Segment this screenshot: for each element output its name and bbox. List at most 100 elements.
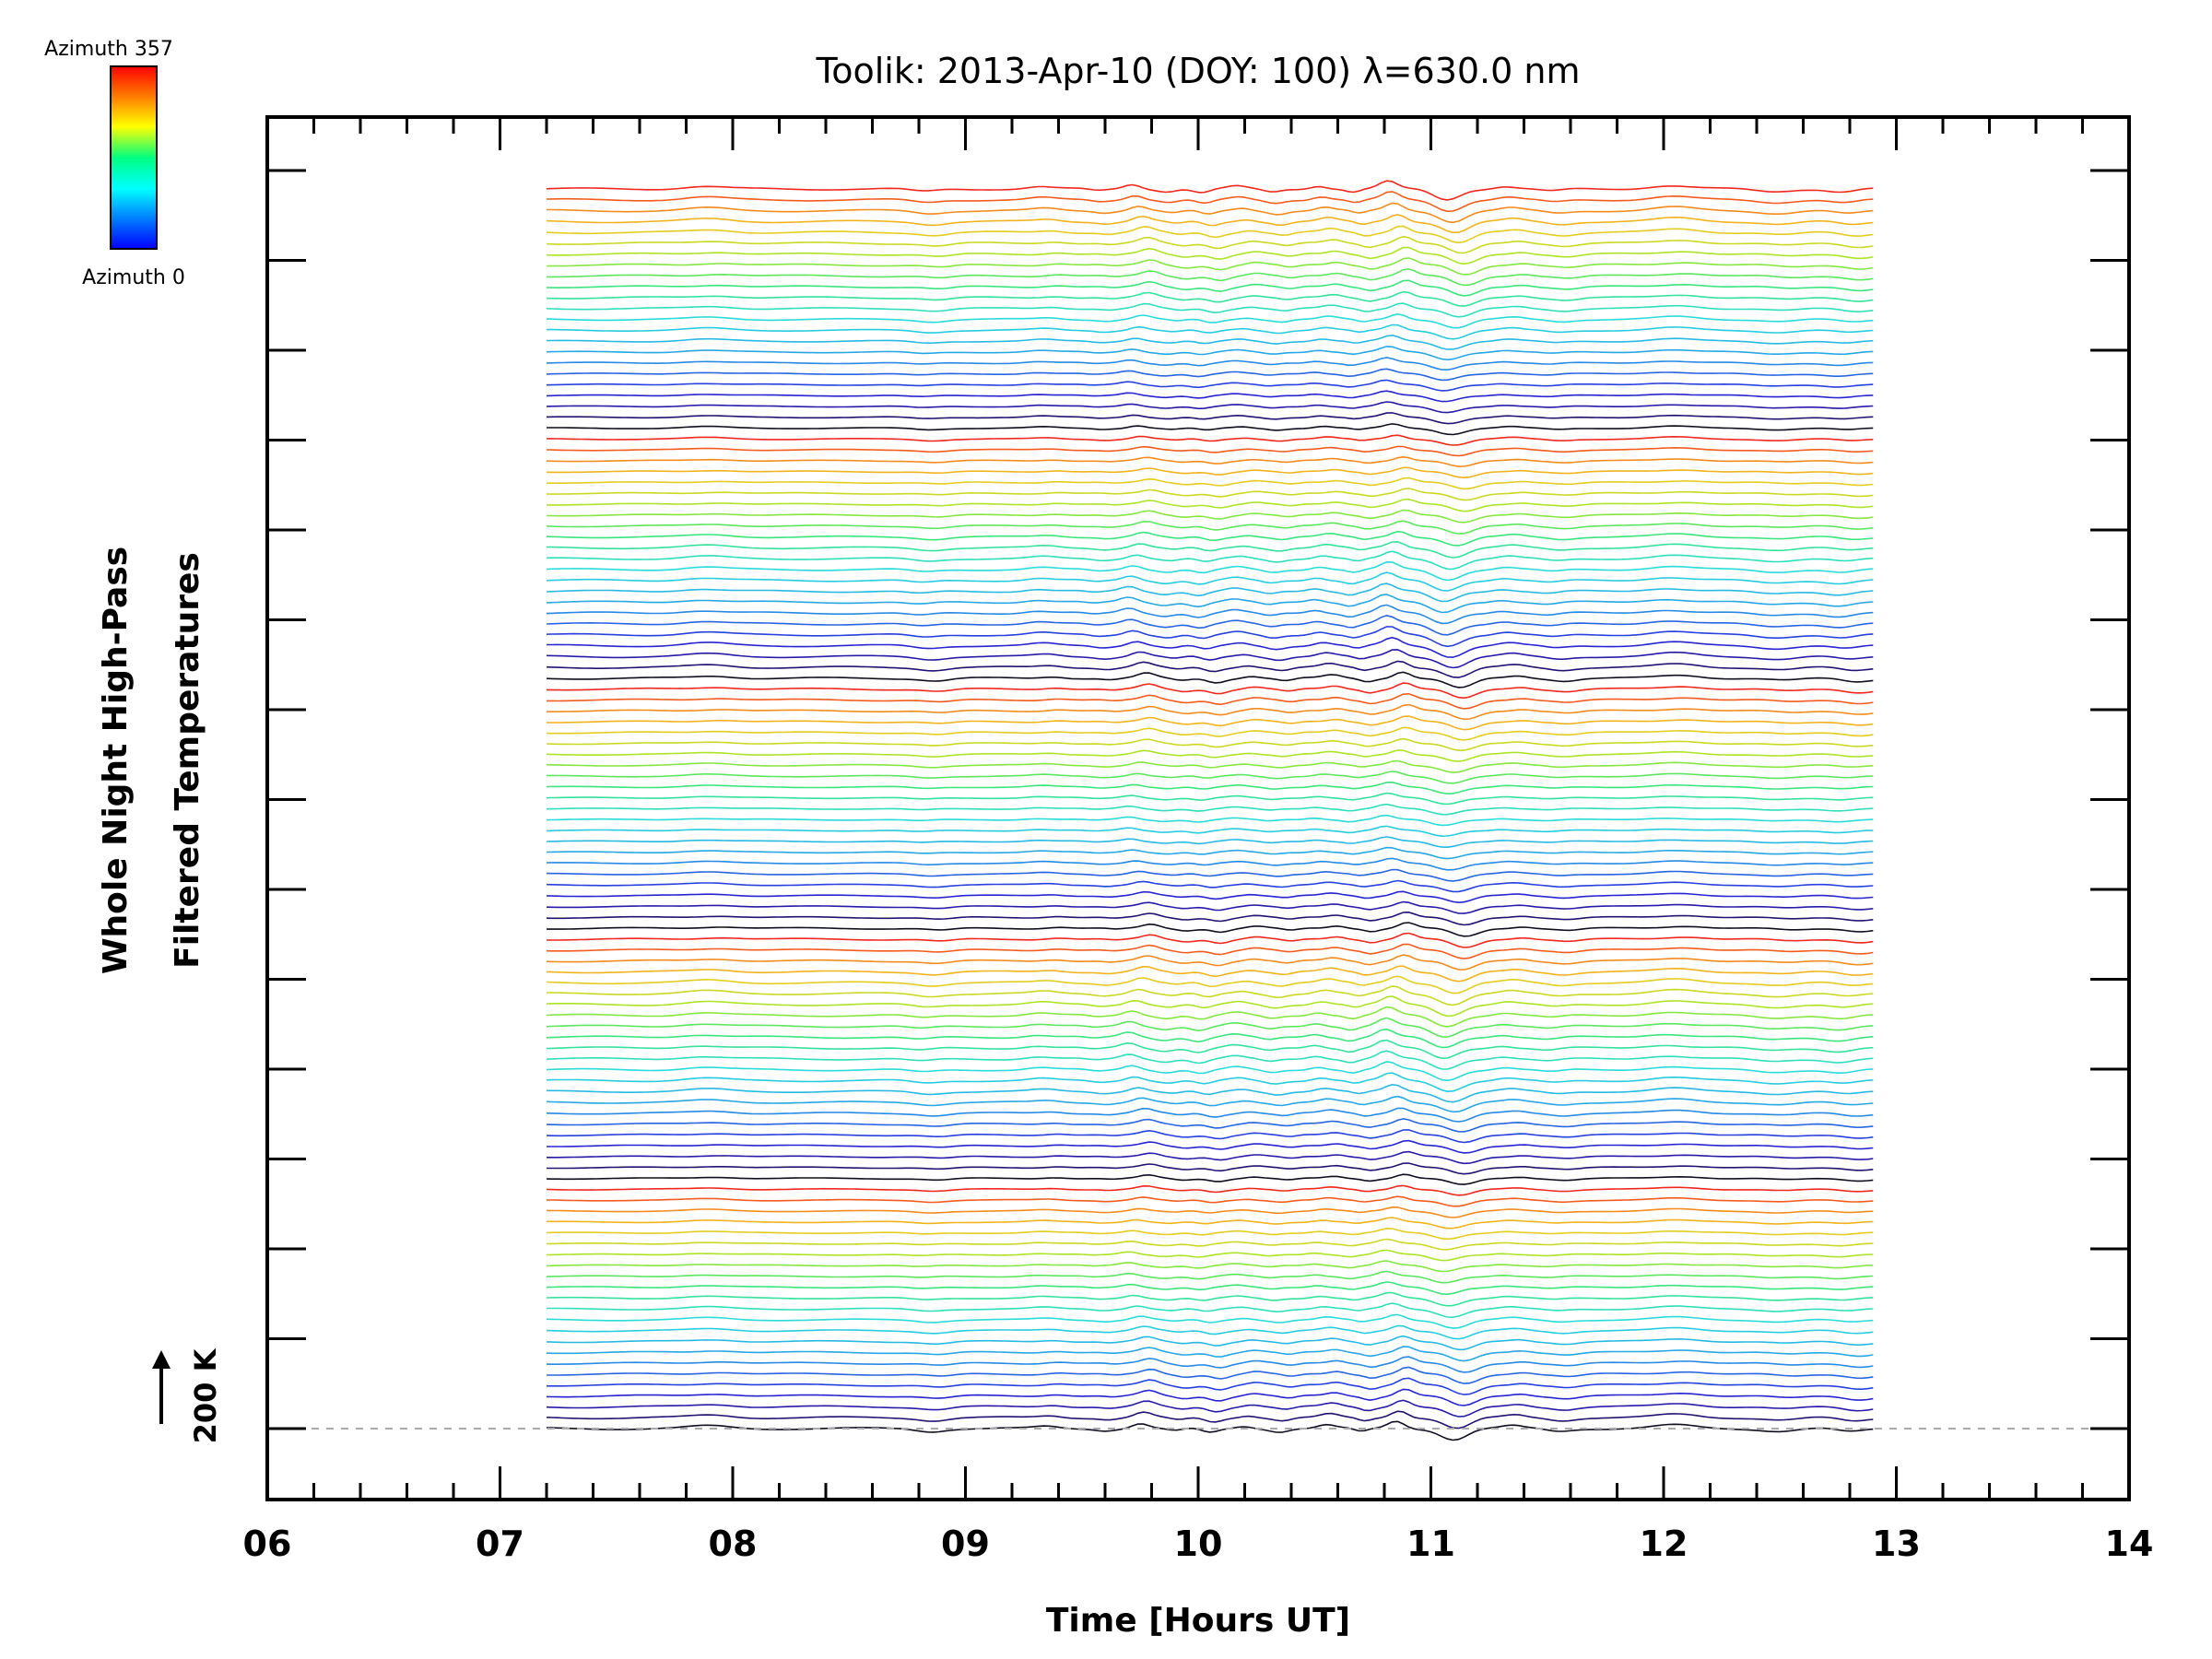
- series-line: [546, 1388, 1874, 1406]
- series-line: [546, 1072, 1874, 1093]
- x-tick-label: 10: [1174, 1524, 1223, 1564]
- series-line: [546, 943, 1874, 959]
- x-tick-label: 12: [1640, 1524, 1688, 1564]
- series-line: [546, 825, 1874, 838]
- series-line: [547, 1217, 1874, 1230]
- series-line: [546, 1129, 1874, 1144]
- series-lines: [546, 180, 1874, 1441]
- series-line: [546, 879, 1874, 893]
- series-line: [546, 1313, 1874, 1329]
- series-line: [546, 604, 1874, 625]
- series-line: [546, 246, 1874, 265]
- series-line: [546, 614, 1874, 636]
- series-line: [546, 1184, 1874, 1196]
- series-line: [546, 520, 1874, 535]
- series-line: [546, 737, 1874, 752]
- series-line: [546, 401, 1874, 414]
- scale-label: 200 K: [188, 1347, 223, 1443]
- series-line: [546, 582, 1874, 603]
- scale-arrow-head: [152, 1350, 171, 1369]
- series-line: [546, 726, 1874, 741]
- series-line: [546, 312, 1874, 329]
- series-line: [546, 1270, 1874, 1284]
- series-line: [546, 1206, 1874, 1218]
- series-line: [546, 571, 1874, 592]
- series-line: [546, 550, 1874, 571]
- series-line: [546, 846, 1874, 860]
- azimuth-colorbar: Azimuth 357 Azimuth 0: [44, 38, 185, 289]
- series-line: [546, 911, 1874, 926]
- series-line: [546, 368, 1874, 382]
- series-line: [546, 1118, 1874, 1133]
- series-line: [546, 890, 1874, 904]
- series-line: [546, 346, 1874, 361]
- series-line: [547, 434, 1874, 446]
- series-line: [546, 792, 1874, 806]
- series-line: [546, 1249, 1874, 1262]
- series-line: [546, 1039, 1874, 1060]
- series-line: [547, 1377, 1874, 1395]
- series-line: [547, 202, 1874, 224]
- series-line: [546, 1173, 1874, 1185]
- series-line: [546, 803, 1874, 816]
- series-line: [546, 390, 1874, 403]
- series-line: [546, 975, 1874, 994]
- series-line: [546, 1260, 1874, 1273]
- series-line: [546, 412, 1874, 425]
- series-line: [546, 235, 1874, 254]
- series-line: [546, 649, 1874, 669]
- series-line: [547, 703, 1874, 721]
- series-line: [546, 626, 1874, 648]
- y-axis-label-line2: Filtered Temperatures: [169, 552, 206, 969]
- series-line: [547, 636, 1874, 658]
- x-tick-label: 14: [2105, 1524, 2154, 1564]
- series-line: [547, 324, 1874, 340]
- series-line: [546, 530, 1874, 547]
- x-tick-label: 13: [1872, 1524, 1921, 1564]
- series-line: [546, 180, 1874, 201]
- series-line: [546, 759, 1874, 773]
- series-line: [546, 1281, 1874, 1296]
- series-line: [546, 1291, 1874, 1307]
- series-line: [546, 1095, 1874, 1113]
- series-line: [547, 257, 1874, 276]
- series-line: [547, 1150, 1874, 1165]
- scale-indicator: 200 K: [152, 1347, 223, 1443]
- series-line: [546, 932, 1874, 948]
- series-line: [547, 279, 1874, 297]
- series-line: [546, 715, 1874, 731]
- series-line: [546, 749, 1874, 762]
- x-tick-labels: 06 07 08 09 10 11 12 13 14: [243, 1524, 2154, 1564]
- series-line: [546, 771, 1874, 784]
- colorbar-swatch: [110, 65, 158, 250]
- series-line: [546, 540, 1874, 559]
- series-line: [547, 1162, 1874, 1175]
- series-line: [546, 560, 1874, 582]
- series-line: [547, 488, 1874, 501]
- series-line: [546, 836, 1874, 849]
- y-axis-label-line1: Whole Night High-Pass: [97, 547, 135, 974]
- series-line: [546, 1356, 1874, 1373]
- series-line: [546, 671, 1874, 688]
- series-line: [546, 445, 1874, 457]
- series-line: [546, 814, 1874, 827]
- x-tick-label: 09: [941, 1524, 990, 1564]
- series-line: [547, 1083, 1874, 1103]
- series-line: [547, 268, 1874, 287]
- series-line: [546, 1028, 1874, 1049]
- series-line: [546, 1399, 1874, 1418]
- series-line: [546, 1050, 1874, 1070]
- series-line: [547, 423, 1874, 436]
- x-tick-label: 08: [709, 1524, 758, 1564]
- x-tick-label: 07: [476, 1524, 524, 1564]
- series-line: [547, 477, 1874, 490]
- series-line: [546, 1335, 1874, 1351]
- series-line: [546, 214, 1874, 234]
- series-line: [546, 781, 1874, 795]
- series-line: [547, 1139, 1874, 1154]
- series-line: [546, 965, 1874, 982]
- series-line: [546, 1420, 1874, 1441]
- series-line: [547, 1302, 1874, 1319]
- series-line: [546, 868, 1874, 882]
